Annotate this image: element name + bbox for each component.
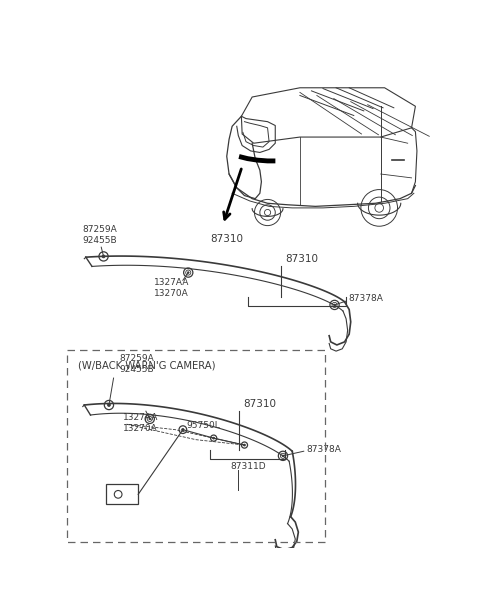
Text: 87310: 87310 <box>210 234 243 244</box>
Text: (W/BACK WARN'G CAMERA): (W/BACK WARN'G CAMERA) <box>78 360 216 370</box>
Circle shape <box>149 418 151 420</box>
Text: 87259A
92455B: 87259A 92455B <box>83 225 118 245</box>
Circle shape <box>102 255 105 258</box>
Text: 87310: 87310 <box>285 254 318 264</box>
Text: 1327AA
13270A: 1327AA 13270A <box>123 413 158 433</box>
Text: 87259A
92455B: 87259A 92455B <box>119 354 154 375</box>
Text: 87310: 87310 <box>243 399 276 409</box>
Text: 87378A: 87378A <box>348 294 384 303</box>
Circle shape <box>243 444 245 446</box>
Circle shape <box>213 437 215 439</box>
Circle shape <box>334 304 336 306</box>
Text: 95750L: 95750L <box>187 421 220 431</box>
Circle shape <box>187 272 189 274</box>
Text: 1327AA
13270A: 1327AA 13270A <box>154 278 189 298</box>
Circle shape <box>108 403 110 407</box>
Bar <box>67 349 324 542</box>
Text: 87378A: 87378A <box>306 445 341 454</box>
Circle shape <box>181 429 184 431</box>
Circle shape <box>282 455 284 457</box>
Bar <box>106 484 138 505</box>
Text: 87311D: 87311D <box>230 462 266 471</box>
